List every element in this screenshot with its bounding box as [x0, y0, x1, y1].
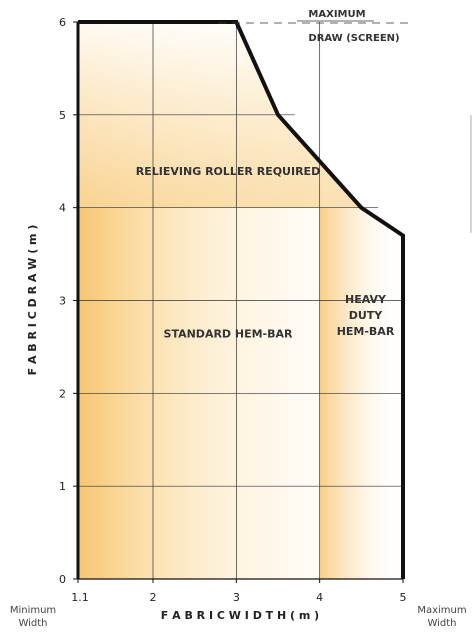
x-tick-label-1.1: 1.1: [71, 591, 89, 604]
max-width-annotation: Maximum Width: [417, 605, 466, 629]
x-axis-label: F A B R I C W I D T H ( m ): [161, 609, 319, 622]
grid-lines: [78, 22, 403, 579]
tick-labels: 0 1 2 3 4 5 6 1.1 2 3 4 5: [59, 16, 407, 604]
y-axis-label: F A B R I C D R A W ( m ): [26, 225, 39, 376]
page-edge-mark: [470, 115, 472, 233]
max-width-label-line-1: Maximum: [417, 605, 466, 616]
x-tick-label-2: 2: [150, 591, 157, 604]
max-draw-label-line-2: DRAW (SCREEN): [308, 33, 399, 44]
relieving-roller-label-line-1: RELIEVING ROLLER REQUIRED: [136, 165, 320, 178]
region-labels: RELIEVING ROLLER REQUIRED STANDARD HEM-BA…: [136, 165, 395, 340]
y-tick-label-0: 0: [59, 573, 66, 586]
max-draw-label-line-1: MAXIMUM: [308, 9, 365, 20]
min-width-label-line-2: Width: [18, 618, 47, 629]
x-tick-label-5: 5: [400, 591, 407, 604]
y-tick-label-3: 3: [59, 295, 66, 308]
heavy-duty-hem-bar-label-line-2: DUTY: [349, 309, 384, 322]
min-width-annotation: Minimum Width: [10, 605, 56, 629]
y-tick-label-2: 2: [59, 387, 66, 400]
min-width-label-line-1: Minimum: [10, 605, 56, 616]
heavy-duty-hem-bar-label-line-3: HEM-BAR: [337, 325, 395, 338]
boundary-layer: [78, 20, 405, 579]
y-tick-label-1: 1: [59, 480, 66, 493]
x-tick-label-4: 4: [316, 591, 323, 604]
max-draw-boundary-line: [78, 20, 405, 579]
x-tick-label-3: 3: [233, 591, 240, 604]
y-tick-label-6: 6: [59, 16, 66, 29]
max-width-label-line-2: Width: [427, 618, 456, 629]
standard-hem-bar-label-line-1: STANDARD HEM-BAR: [164, 328, 293, 341]
y-tick-label-4: 4: [59, 202, 66, 215]
heavy-duty-hem-bar-label-line-1: HEAVY: [345, 293, 387, 306]
max-draw-annotation: MAXIMUM DRAW (SCREEN): [218, 9, 410, 44]
y-tick-label-5: 5: [59, 109, 66, 122]
